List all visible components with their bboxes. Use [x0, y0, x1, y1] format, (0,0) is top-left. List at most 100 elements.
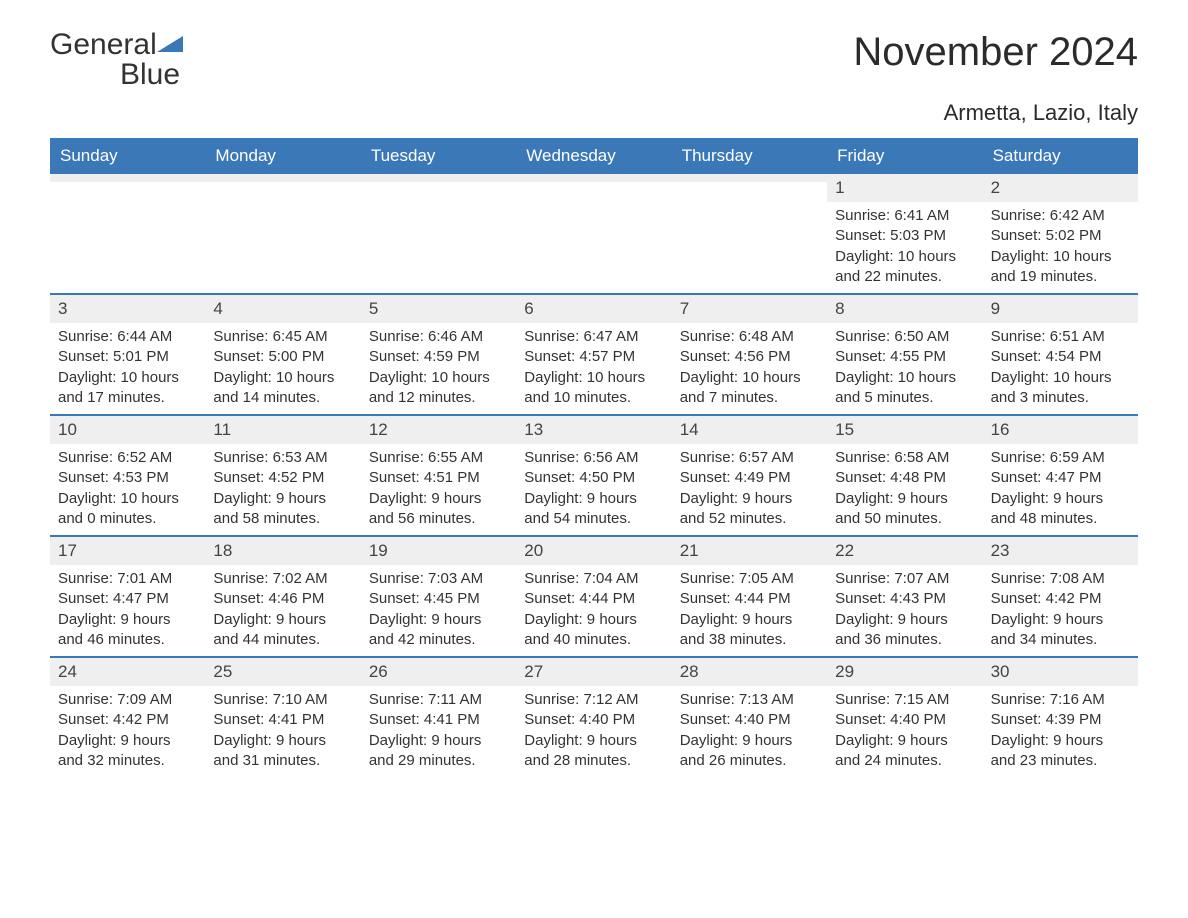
day-number: 4: [205, 295, 360, 323]
sunset-line: Sunset: 4:40 PM: [524, 710, 663, 730]
day-number: 22: [827, 537, 982, 565]
daylight-line: Daylight: 10 hours and 17 minutes.: [58, 368, 197, 409]
daylight-line: Daylight: 9 hours and 29 minutes.: [369, 731, 508, 772]
sunset-line: Sunset: 4:56 PM: [680, 347, 819, 367]
sunset-line: Sunset: 4:47 PM: [991, 468, 1130, 488]
calendar-day-cell: 11Sunrise: 6:53 AMSunset: 4:52 PMDayligh…: [205, 416, 360, 535]
sunset-line: Sunset: 5:03 PM: [835, 226, 974, 246]
calendar-day-cell: 22Sunrise: 7:07 AMSunset: 4:43 PMDayligh…: [827, 537, 982, 656]
calendar-day-cell: [50, 174, 205, 293]
daylight-line: Daylight: 10 hours and 14 minutes.: [213, 368, 352, 409]
calendar-day-cell: 14Sunrise: 6:57 AMSunset: 4:49 PMDayligh…: [672, 416, 827, 535]
daylight-line: Daylight: 10 hours and 0 minutes.: [58, 489, 197, 530]
sunrise-line: Sunrise: 6:53 AM: [213, 448, 352, 468]
day-number: 20: [516, 537, 671, 565]
calendar-week: 24Sunrise: 7:09 AMSunset: 4:42 PMDayligh…: [50, 656, 1138, 777]
sunset-line: Sunset: 4:40 PM: [680, 710, 819, 730]
daylight-line: Daylight: 9 hours and 34 minutes.: [991, 610, 1130, 651]
brand-text: General Blue: [50, 30, 183, 90]
day-number: 1: [827, 174, 982, 202]
day-number: 5: [361, 295, 516, 323]
day-details: Sunrise: 7:03 AMSunset: 4:45 PMDaylight:…: [361, 565, 516, 656]
day-number: 6: [516, 295, 671, 323]
sunset-line: Sunset: 4:52 PM: [213, 468, 352, 488]
day-number: 26: [361, 658, 516, 686]
sunrise-line: Sunrise: 7:10 AM: [213, 690, 352, 710]
brand-name-part1: General: [50, 28, 157, 61]
page-title: November 2024: [853, 30, 1138, 75]
flag-icon: [157, 34, 183, 54]
weekday-header: Tuesday: [361, 138, 516, 174]
sunrise-line: Sunrise: 6:55 AM: [369, 448, 508, 468]
sunset-line: Sunset: 4:50 PM: [524, 468, 663, 488]
sunrise-line: Sunrise: 6:59 AM: [991, 448, 1130, 468]
day-details: Sunrise: 7:05 AMSunset: 4:44 PMDaylight:…: [672, 565, 827, 656]
daylight-line: Daylight: 10 hours and 3 minutes.: [991, 368, 1130, 409]
day-details: [672, 182, 827, 272]
day-details: Sunrise: 7:15 AMSunset: 4:40 PMDaylight:…: [827, 686, 982, 777]
calendar-day-cell: [205, 174, 360, 293]
daylight-line: Daylight: 9 hours and 38 minutes.: [680, 610, 819, 651]
day-details: Sunrise: 7:12 AMSunset: 4:40 PMDaylight:…: [516, 686, 671, 777]
sunset-line: Sunset: 4:49 PM: [680, 468, 819, 488]
day-number: 10: [50, 416, 205, 444]
day-details: Sunrise: 6:42 AMSunset: 5:02 PMDaylight:…: [983, 202, 1138, 293]
calendar-day-cell: 7Sunrise: 6:48 AMSunset: 4:56 PMDaylight…: [672, 295, 827, 414]
calendar-day-cell: 2Sunrise: 6:42 AMSunset: 5:02 PMDaylight…: [983, 174, 1138, 293]
sunrise-line: Sunrise: 6:41 AM: [835, 206, 974, 226]
day-number: [516, 174, 671, 182]
sunrise-line: Sunrise: 6:50 AM: [835, 327, 974, 347]
calendar-week: 17Sunrise: 7:01 AMSunset: 4:47 PMDayligh…: [50, 535, 1138, 656]
daylight-line: Daylight: 9 hours and 36 minutes.: [835, 610, 974, 651]
day-details: [516, 182, 671, 272]
sunrise-line: Sunrise: 7:02 AM: [213, 569, 352, 589]
calendar-week: 3Sunrise: 6:44 AMSunset: 5:01 PMDaylight…: [50, 293, 1138, 414]
calendar-day-cell: 17Sunrise: 7:01 AMSunset: 4:47 PMDayligh…: [50, 537, 205, 656]
sunrise-line: Sunrise: 6:44 AM: [58, 327, 197, 347]
day-details: Sunrise: 6:48 AMSunset: 4:56 PMDaylight:…: [672, 323, 827, 414]
sunrise-line: Sunrise: 6:56 AM: [524, 448, 663, 468]
sunset-line: Sunset: 4:51 PM: [369, 468, 508, 488]
day-number: [50, 174, 205, 182]
sunset-line: Sunset: 4:59 PM: [369, 347, 508, 367]
daylight-line: Daylight: 9 hours and 26 minutes.: [680, 731, 819, 772]
day-details: Sunrise: 7:01 AMSunset: 4:47 PMDaylight:…: [50, 565, 205, 656]
day-number: 19: [361, 537, 516, 565]
calendar-day-cell: 29Sunrise: 7:15 AMSunset: 4:40 PMDayligh…: [827, 658, 982, 777]
day-details: Sunrise: 7:04 AMSunset: 4:44 PMDaylight:…: [516, 565, 671, 656]
sunset-line: Sunset: 4:48 PM: [835, 468, 974, 488]
day-details: Sunrise: 6:46 AMSunset: 4:59 PMDaylight:…: [361, 323, 516, 414]
daylight-line: Daylight: 9 hours and 24 minutes.: [835, 731, 974, 772]
sunrise-line: Sunrise: 7:01 AM: [58, 569, 197, 589]
daylight-line: Daylight: 9 hours and 58 minutes.: [213, 489, 352, 530]
daylight-line: Daylight: 10 hours and 10 minutes.: [524, 368, 663, 409]
day-details: Sunrise: 6:58 AMSunset: 4:48 PMDaylight:…: [827, 444, 982, 535]
day-details: Sunrise: 6:50 AMSunset: 4:55 PMDaylight:…: [827, 323, 982, 414]
sunrise-line: Sunrise: 7:07 AM: [835, 569, 974, 589]
sunrise-line: Sunrise: 7:05 AM: [680, 569, 819, 589]
day-number: [361, 174, 516, 182]
sunrise-line: Sunrise: 7:09 AM: [58, 690, 197, 710]
day-details: Sunrise: 6:52 AMSunset: 4:53 PMDaylight:…: [50, 444, 205, 535]
day-number: 12: [361, 416, 516, 444]
sunset-line: Sunset: 5:02 PM: [991, 226, 1130, 246]
daylight-line: Daylight: 9 hours and 54 minutes.: [524, 489, 663, 530]
sunset-line: Sunset: 4:44 PM: [524, 589, 663, 609]
sunset-line: Sunset: 4:53 PM: [58, 468, 197, 488]
calendar-day-cell: 1Sunrise: 6:41 AMSunset: 5:03 PMDaylight…: [827, 174, 982, 293]
day-number: 9: [983, 295, 1138, 323]
day-number: 27: [516, 658, 671, 686]
calendar-day-cell: 24Sunrise: 7:09 AMSunset: 4:42 PMDayligh…: [50, 658, 205, 777]
day-number: 29: [827, 658, 982, 686]
calendar: Sunday Monday Tuesday Wednesday Thursday…: [50, 138, 1138, 777]
day-details: Sunrise: 7:10 AMSunset: 4:41 PMDaylight:…: [205, 686, 360, 777]
sunset-line: Sunset: 4:41 PM: [369, 710, 508, 730]
sunset-line: Sunset: 5:00 PM: [213, 347, 352, 367]
sunset-line: Sunset: 4:41 PM: [213, 710, 352, 730]
sunrise-line: Sunrise: 6:45 AM: [213, 327, 352, 347]
day-number: 18: [205, 537, 360, 565]
calendar-day-cell: 9Sunrise: 6:51 AMSunset: 4:54 PMDaylight…: [983, 295, 1138, 414]
weekday-header: Saturday: [983, 138, 1138, 174]
calendar-day-cell: 16Sunrise: 6:59 AMSunset: 4:47 PMDayligh…: [983, 416, 1138, 535]
brand-logo: General Blue: [50, 30, 183, 90]
